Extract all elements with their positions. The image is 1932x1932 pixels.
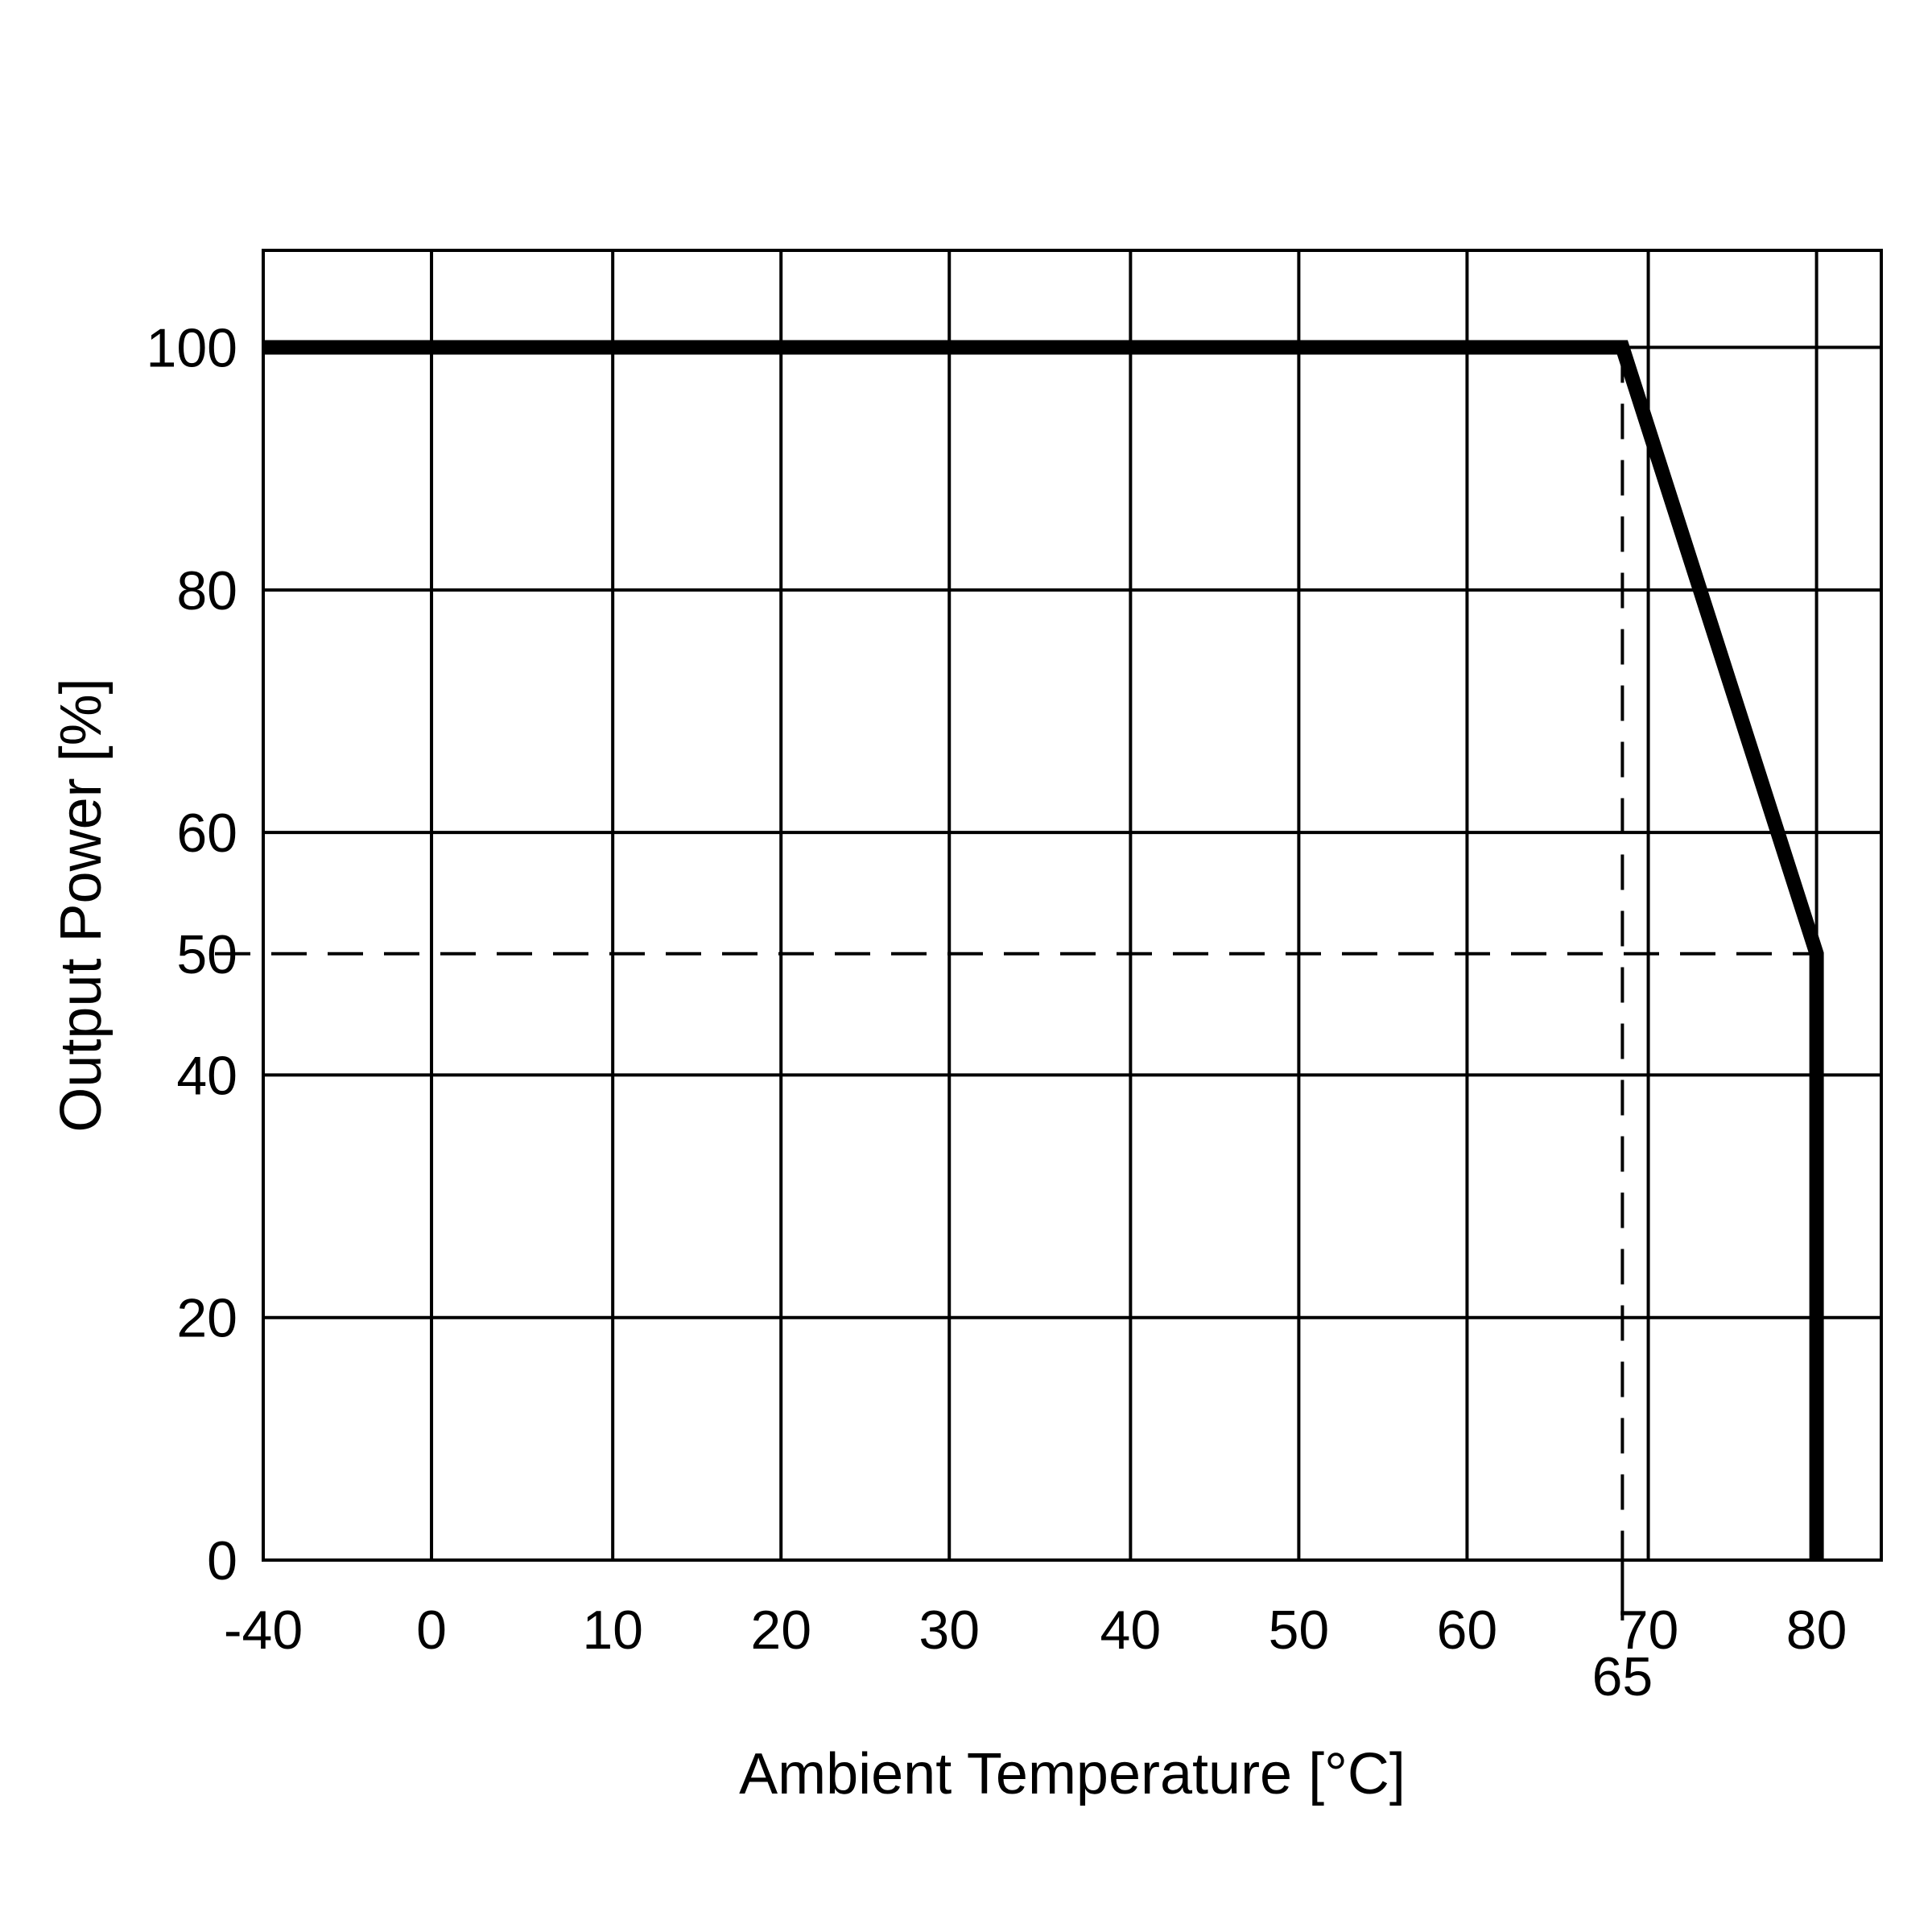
- x-tick-label: 10: [582, 1600, 643, 1661]
- y-tick-label: 100: [147, 318, 237, 379]
- x-tick-label: 20: [750, 1600, 811, 1661]
- x-tick-label: 40: [1100, 1600, 1162, 1661]
- x-tick-label: 60: [1437, 1600, 1498, 1661]
- y-tick-label: 80: [176, 560, 237, 621]
- x-axis-title: Ambient Temperature [°C]: [739, 1742, 1406, 1806]
- x-tick-label-extra: 65: [1592, 1646, 1653, 1707]
- y-tick-label: 60: [176, 803, 237, 864]
- x-tick-label: -40: [224, 1600, 303, 1661]
- x-tick-label: 80: [1786, 1600, 1847, 1661]
- series: [263, 340, 1824, 1560]
- y-axis-title: Output Power [%]: [49, 678, 114, 1132]
- grid: [262, 250, 1881, 1562]
- y-tick-labels: 0 20 40 50 60 80 100: [147, 318, 237, 1591]
- x-tick-label: 30: [919, 1600, 980, 1661]
- x-tick-labels: -40 0 10 20 30 40 50 60 70 80 65: [224, 1600, 1847, 1707]
- y-tick-label: 0: [207, 1530, 237, 1591]
- y-tick-label: 40: [176, 1045, 237, 1106]
- reference-lines: [215, 347, 1817, 1620]
- x-tick-label: 50: [1269, 1600, 1330, 1661]
- x-tick-label: 70: [1618, 1600, 1679, 1661]
- y-tick-label: 50: [176, 924, 237, 985]
- x-tick-label: 0: [416, 1600, 447, 1661]
- plot-frame: [262, 249, 1883, 1562]
- series-line: [263, 340, 1824, 1560]
- y-tick-label: 20: [176, 1288, 237, 1349]
